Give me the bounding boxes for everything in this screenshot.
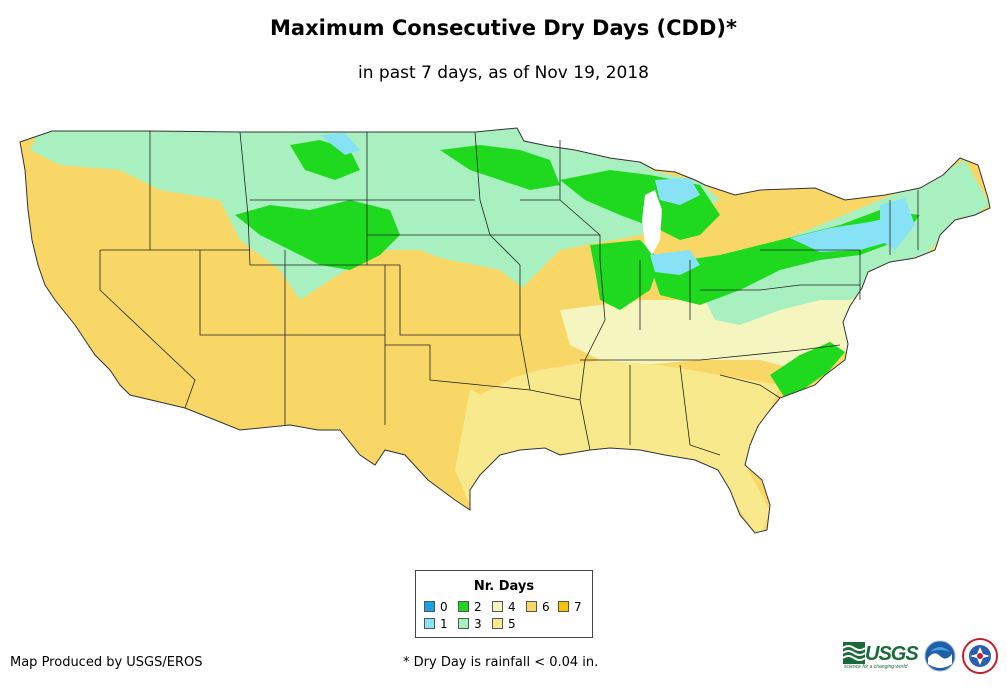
region-2-days-dakota (440, 145, 560, 190)
footnote-text: * Dry Day is rainfall < 0.04 in. (403, 655, 599, 670)
region-1-day-michigan (655, 178, 700, 205)
region-4-days-central (560, 290, 860, 370)
lake-michigan (642, 190, 662, 255)
state-boundaries (99, 131, 919, 456)
legend-swatch (492, 601, 503, 612)
region-1-day-new-england (880, 198, 915, 250)
legend-label: 4 (508, 600, 516, 614)
legend-item-6: 6 (526, 600, 556, 614)
legend-label: 3 (474, 617, 482, 631)
legend-swatch (424, 618, 435, 629)
legend-swatch (526, 601, 537, 612)
conus-outline (19, 127, 991, 534)
usgs-logo: USGS science for a changing world (843, 642, 919, 670)
legend: Nr. Days 0 1 2 3 4 5 6 7 (415, 570, 593, 638)
legend-swatch (492, 618, 503, 629)
credit-text: Map Produced by USGS/EROS (10, 655, 203, 670)
legend-label: 2 (474, 600, 482, 614)
legend-label: 5 (508, 617, 516, 631)
map-subtitle: in past 7 days, as of Nov 19, 2018 (358, 63, 649, 83)
legend-swatch (424, 601, 435, 612)
legend-swatch (558, 601, 569, 612)
region-2-days-wyoming (235, 200, 400, 270)
legend-label: 1 (440, 617, 448, 631)
usgs-tagline: science for a changing world (844, 664, 908, 670)
legend-label: 7 (574, 600, 582, 614)
legend-item-1: 1 (424, 617, 454, 631)
legend-item-3: 3 (458, 617, 488, 631)
legend-item-0: 0 (424, 600, 454, 614)
legend-item-4: 4 (492, 600, 522, 614)
region-1-day-new-york (790, 215, 900, 252)
region-2-days-illinois (590, 240, 660, 310)
usgs-wordmark: USGS (865, 643, 919, 665)
legend-label: 0 (440, 600, 448, 614)
legend-swatch (458, 618, 469, 629)
legend-item-7: 7 (558, 600, 588, 614)
legend-item-5: 5 (492, 617, 522, 631)
region-2-days-carolinas (770, 342, 845, 398)
nws-logo-icon (962, 638, 998, 674)
region-1-day-great-lakes (650, 250, 700, 275)
noaa-logo-icon (924, 640, 956, 672)
legend-item-2: 2 (458, 600, 488, 614)
legend-swatch (458, 601, 469, 612)
region-1-day-montana (320, 133, 360, 155)
map-title: Maximum Consecutive Dry Days (CDD)* (270, 16, 737, 40)
region-6-days-southern-plains (380, 258, 530, 395)
usgs-wave-icon (843, 642, 865, 664)
legend-label: 6 (542, 600, 550, 614)
legend-title: Nr. Days (473, 579, 535, 594)
